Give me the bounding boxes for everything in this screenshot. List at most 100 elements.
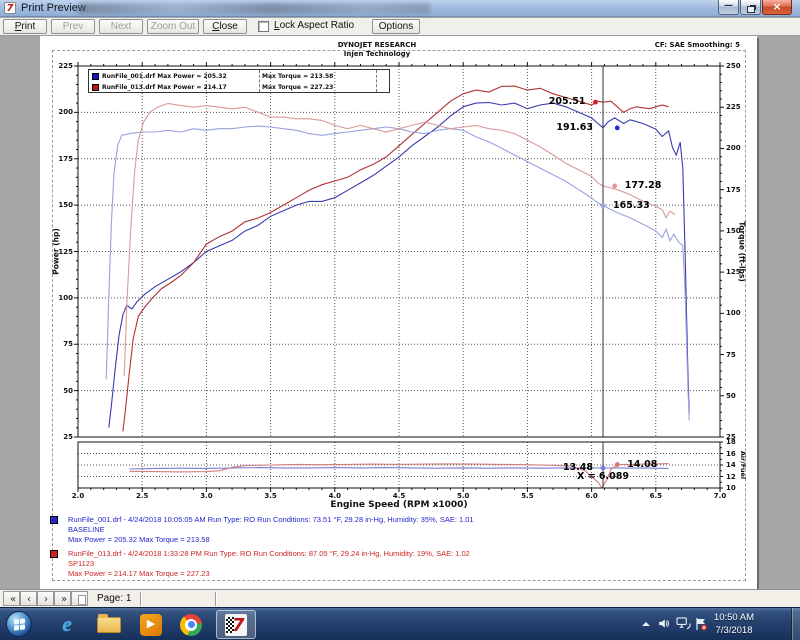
last-page-button[interactable]: » bbox=[54, 591, 71, 606]
airfuel-axis-title: Air/Fuel bbox=[739, 450, 747, 480]
marker-dot bbox=[600, 203, 606, 209]
maximize-button[interactable] bbox=[740, 0, 761, 15]
legend-row: RunFile_013.drf Max Power = 214.17 Max T… bbox=[89, 82, 389, 93]
show-desktop-button[interactable] bbox=[791, 608, 800, 640]
volume-icon[interactable] bbox=[657, 617, 671, 635]
next-page-button[interactable]: › bbox=[37, 591, 54, 606]
rpm-tick-label: 4.0 bbox=[328, 492, 341, 500]
power-tick-label: 100 bbox=[58, 293, 73, 302]
rpm-axis-title: Engine Speed (RPM x1000) bbox=[330, 500, 468, 510]
run-max-line: Max Power = 205.32 Max Torque = 213.58 bbox=[68, 535, 210, 544]
dynojet-app-taskbar-button[interactable]: 7 bbox=[216, 610, 256, 639]
smoothing-annotation: CF: SAE Smoothing: 5 bbox=[654, 41, 740, 49]
marker-dot bbox=[612, 183, 618, 189]
marker-value-label: 191.63 bbox=[556, 121, 594, 133]
marker-value-label: 13.48 bbox=[562, 461, 594, 473]
restore-icon bbox=[746, 6, 755, 13]
zoom-out-button[interactable]: Zoom Out bbox=[147, 19, 199, 34]
power-tick-label: 50 bbox=[63, 386, 73, 395]
chart-legend: RunFile_001.drf Max Power = 205.32 Max T… bbox=[88, 69, 390, 93]
windows-logo-icon bbox=[14, 618, 25, 631]
run-max-line: Max Power = 214.17 Max Torque = 227.23 bbox=[68, 569, 210, 578]
rpm-tick-label: 5.0 bbox=[456, 492, 470, 500]
chrome-icon[interactable] bbox=[174, 612, 208, 637]
minimize-button[interactable]: — bbox=[718, 0, 739, 15]
print-button[interactable]: Print bbox=[3, 19, 47, 34]
dynojet-winpep-icon: 7 bbox=[225, 613, 247, 636]
legend-torque: Max Torque = 213.58 bbox=[262, 73, 334, 80]
legend-text: RunFile_001.drf Max Power = 205.32 bbox=[102, 73, 227, 80]
marker-value-label: 205.51 bbox=[548, 96, 586, 108]
torque-tick-label: 150 bbox=[726, 226, 741, 235]
windows-explorer-icon[interactable] bbox=[92, 612, 126, 637]
marker-dot bbox=[614, 462, 620, 467]
legend-swatch-blue bbox=[92, 73, 99, 80]
torque-tick-label: 50 bbox=[726, 391, 736, 400]
legend-torque: Max Torque = 227.23 bbox=[262, 84, 334, 91]
power-tick-label: 125 bbox=[58, 247, 73, 256]
close-window-button[interactable]: × bbox=[762, 0, 792, 15]
preview-page: DYNOJET RESEARCH Injen Technology CF: SA… bbox=[40, 36, 757, 589]
marker-dot bbox=[593, 99, 598, 105]
marker-dot bbox=[614, 125, 620, 131]
af-tick-label: 16 bbox=[726, 449, 736, 458]
statusbar: « ‹ › » Page: 1 bbox=[0, 589, 800, 607]
legend-swatch-red bbox=[92, 84, 99, 91]
clock-date: 7/3/2018 bbox=[715, 625, 753, 636]
redacted-title-text bbox=[78, 3, 430, 14]
statusbar-separator bbox=[140, 592, 142, 606]
power-tick-label: 150 bbox=[58, 201, 73, 210]
start-button[interactable] bbox=[6, 611, 32, 637]
action-center-flag-icon[interactable] bbox=[694, 617, 708, 636]
torque-tick-label: 175 bbox=[726, 185, 741, 194]
close-preview-button[interactable]: Close bbox=[203, 19, 247, 34]
statusbar-separator bbox=[215, 592, 217, 606]
rpm-tick-label: 6.5 bbox=[649, 492, 662, 500]
curve-runfile-001-power bbox=[108, 101, 690, 428]
power-tick-label: 225 bbox=[58, 62, 73, 70]
hidden-icons-arrow[interactable] bbox=[640, 617, 652, 635]
run-color-swatch bbox=[50, 550, 58, 558]
rpm-tick-label: 3.0 bbox=[200, 492, 213, 500]
run-detail-line: RunFile_013.drf - 4/24/2018 1:33:28 PM R… bbox=[68, 549, 470, 558]
af-tick-label: 18 bbox=[726, 438, 736, 446]
power-tick-label: 75 bbox=[63, 340, 73, 349]
legend-text: RunFile_013.drf Max Power = 214.17 bbox=[102, 84, 227, 91]
next-button[interactable]: Next bbox=[99, 19, 143, 34]
chart-subtitle: Injen Technology bbox=[343, 50, 411, 58]
marker-value-label: 165.33 bbox=[613, 199, 650, 211]
marker-dot bbox=[600, 465, 606, 471]
lock-aspect-label: Lock Aspect Ratio bbox=[274, 20, 355, 31]
taskbar-clock[interactable]: 10:50 AM 7/3/2018 bbox=[703, 611, 765, 637]
legend-divider bbox=[259, 70, 260, 92]
lock-aspect-checkbox[interactable] bbox=[258, 21, 269, 32]
cursor-x-label: X = 6.089 bbox=[577, 471, 629, 482]
options-button[interactable]: Options bbox=[372, 19, 420, 34]
toolbar: Print Prev Next Zoom Out Close Lock Aspe… bbox=[0, 18, 800, 36]
torque-tick-label: 225 bbox=[726, 103, 741, 112]
rpm-tick-label: 5.5 bbox=[521, 492, 534, 500]
media-player-icon[interactable]: ▶ bbox=[134, 612, 168, 637]
close-icon: × bbox=[772, 0, 782, 13]
run-detail-line: RunFile_001.drf - 4/24/2018 10:05:05 AM … bbox=[68, 515, 474, 524]
clock-time: 10:50 AM bbox=[713, 612, 755, 623]
chart-title: DYNOJET RESEARCH bbox=[337, 41, 417, 49]
curve-runfile-013-airfuel bbox=[129, 463, 669, 488]
first-page-button[interactable]: « bbox=[3, 591, 20, 606]
legend-divider bbox=[376, 70, 377, 92]
rpm-tick-label: 6.0 bbox=[585, 492, 598, 500]
curve-runfile-001-torque bbox=[105, 125, 690, 421]
run-label-line: BASELINE bbox=[68, 525, 105, 534]
network-icon[interactable] bbox=[676, 617, 691, 635]
torque-tick-label: 75 bbox=[726, 350, 736, 359]
torque-tick-label: 200 bbox=[726, 144, 741, 153]
power-tick-label: 175 bbox=[58, 154, 73, 163]
titlebar[interactable]: 7 Print Preview — × bbox=[0, 0, 800, 17]
prev-page-button[interactable]: ‹ bbox=[20, 591, 37, 606]
page-number-label: Page: 1 bbox=[97, 593, 132, 604]
power-tick-label: 25 bbox=[63, 433, 73, 441]
export-page-button[interactable] bbox=[71, 591, 88, 606]
rpm-tick-label: 3.5 bbox=[264, 492, 277, 500]
internet-explorer-icon[interactable]: e bbox=[62, 612, 72, 636]
prev-button[interactable]: Prev bbox=[51, 19, 95, 34]
